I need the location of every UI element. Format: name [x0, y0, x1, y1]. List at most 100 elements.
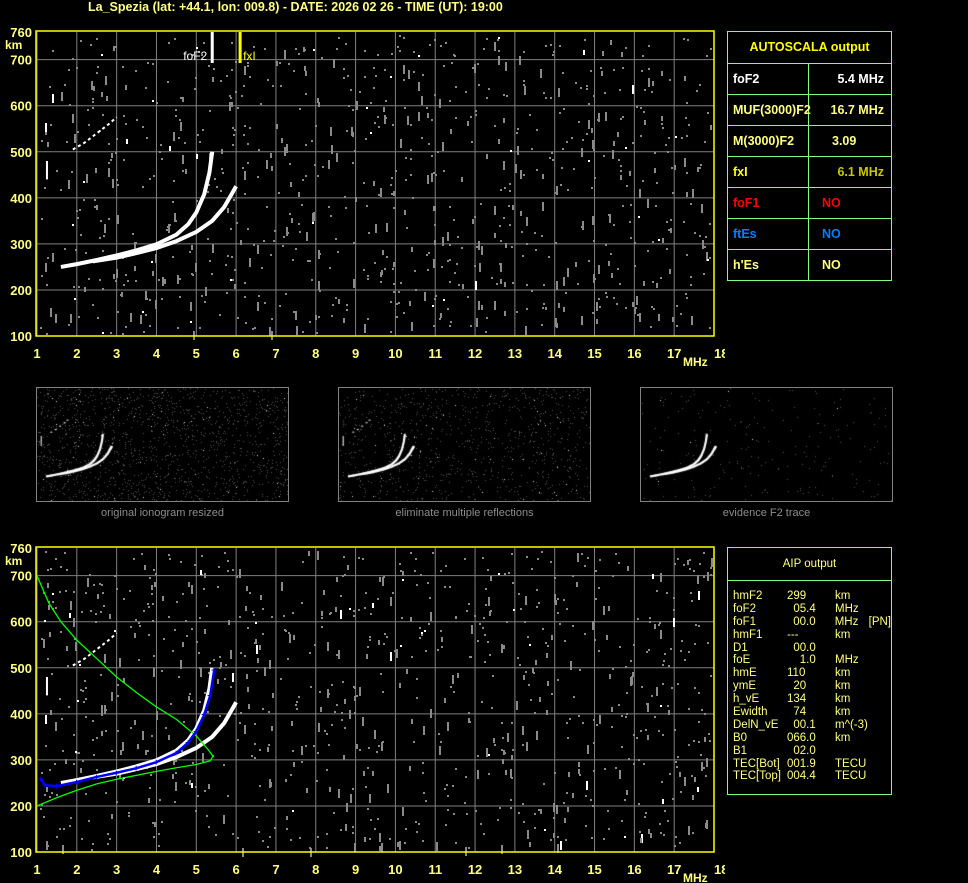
noise-dot [423, 726, 425, 735]
noise-dot [115, 152, 117, 154]
noise-dot [679, 842, 681, 844]
noise-dot [643, 281, 645, 286]
noise-dot [486, 317, 488, 319]
noise-dot [579, 774, 581, 776]
noise-dot [91, 81, 93, 90]
noise-dot [83, 701, 85, 703]
noise-dot [554, 594, 556, 603]
noise-dot [625, 147, 627, 149]
autoscala-value: 16.7 MHz [830, 103, 885, 117]
noise-dot [689, 568, 691, 570]
noise-dot [567, 737, 569, 739]
noise-dot [239, 722, 241, 724]
noise-dot [246, 674, 248, 679]
noise-dot [578, 121, 580, 123]
noise-dot [647, 199, 649, 208]
noise-dot [316, 780, 318, 782]
noise-dot [305, 175, 307, 177]
noise-dot [422, 840, 424, 842]
noise-dot [46, 284, 48, 286]
noise-dot [704, 141, 706, 143]
noise-dot [608, 261, 610, 266]
noise-dot [366, 107, 368, 109]
aip-cell: 05.4 [787, 602, 816, 615]
y-tick-label: 200 [10, 799, 32, 814]
noise-dot [599, 559, 601, 561]
noise-dot [235, 61, 237, 63]
noise-dot [387, 784, 389, 793]
noise-dot [49, 86, 51, 88]
noise-dot [408, 70, 410, 79]
noise-dot [556, 281, 558, 290]
plot-border [35, 30, 715, 337]
noise-dot [555, 600, 557, 605]
noise-dot [370, 102, 372, 104]
noise-dot [335, 607, 337, 612]
noise-dot [582, 221, 584, 230]
noise-dot [503, 161, 505, 170]
noise-dot [192, 274, 194, 276]
noise-dot [175, 109, 177, 111]
noise-dot [173, 756, 175, 765]
noise-dot [257, 302, 259, 311]
noise-dot [153, 836, 155, 838]
noise-dot [298, 53, 300, 55]
noise-dot [621, 746, 623, 748]
noise-dot [191, 773, 193, 775]
noise-dot [92, 739, 94, 741]
noise-dot [362, 717, 364, 726]
noise-dot [399, 841, 401, 850]
x-tick-label: 15 [587, 346, 601, 361]
noise-dot [273, 240, 275, 242]
noise-dot [552, 54, 554, 56]
noise-dot [141, 553, 143, 555]
noise-dot [447, 722, 449, 731]
y-tick-label: 400 [10, 707, 32, 722]
noise-dot [52, 253, 54, 262]
noise-dot [302, 561, 304, 563]
noise-dot [457, 673, 459, 678]
noise-dot [418, 82, 420, 91]
noise-dot [116, 269, 118, 278]
noise-dot [424, 292, 426, 301]
noise-dot [525, 326, 527, 335]
noise-dot [508, 205, 510, 207]
noise-dot [354, 696, 356, 701]
noise-dot [694, 687, 696, 689]
noise-dot [382, 577, 384, 586]
noise-dot [471, 141, 473, 143]
noise-dot [309, 847, 311, 849]
noise-dot [440, 570, 442, 572]
noise-dot [293, 762, 295, 767]
noise-dot [96, 769, 98, 771]
noise-dot [43, 816, 45, 818]
noise-dot [654, 624, 656, 629]
noise-dot [412, 197, 414, 199]
noise-dot [204, 692, 206, 694]
noise-dot [318, 102, 320, 107]
noise-dot [450, 321, 452, 323]
noise-dot [542, 174, 544, 179]
aip-cell: ymE [733, 680, 756, 693]
noise-dot [414, 270, 416, 272]
noise-dot [677, 558, 679, 560]
noise-dot [413, 51, 415, 53]
noise-dot [92, 101, 94, 103]
noise-dot [587, 557, 589, 559]
noise-dot [383, 643, 385, 645]
noise-dot [162, 277, 164, 286]
noise-dot [321, 57, 323, 59]
noise-dot [422, 762, 424, 764]
noise-dot [353, 242, 355, 244]
autoscala-row: ftEs NO [728, 219, 891, 250]
noise-dot [307, 260, 309, 262]
noise-dot [205, 287, 207, 296]
noise-dot [352, 788, 354, 790]
noise-dot [195, 810, 197, 812]
noise-dot [338, 650, 340, 659]
noise-dot [681, 640, 683, 642]
noise-dot [575, 262, 577, 267]
noise-dot [85, 698, 87, 700]
noise-dot [331, 724, 333, 726]
noise-dot [431, 119, 433, 121]
